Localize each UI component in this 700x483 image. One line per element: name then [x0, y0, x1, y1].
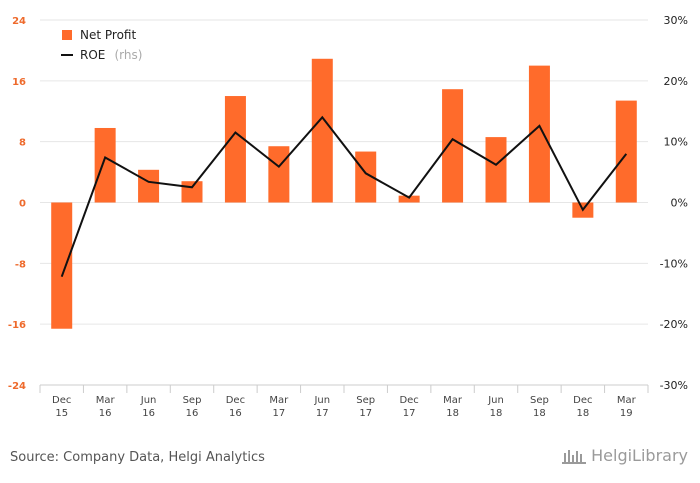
left-tick-label: -8 [15, 259, 26, 270]
left-tick-label: 0 [19, 199, 26, 210]
net-profit-bar [51, 202, 73, 329]
helgi-library-logo: HelgiLibrary [561, 446, 688, 465]
net-profit-bar [398, 195, 420, 203]
left-tick-label: 8 [19, 138, 26, 149]
roe-line-series [60, 115, 628, 278]
roe-line [60, 115, 628, 278]
x-tick-label: Mar 17 [269, 395, 289, 419]
logo-text: HelgiLibrary [591, 446, 688, 465]
library-building-icon [562, 449, 587, 464]
x-tick-label: Sep 17 [356, 395, 375, 419]
right-tick-label: -10% [660, 257, 688, 270]
net-profit-bar [268, 146, 290, 203]
x-axis: Dec 15 Mar 16 Jun 16 Sep 16 Dec 16 Mar 17 Jun 17 Sep 17… [39, 384, 649, 419]
left-tick-label: -24 [8, 381, 26, 392]
legend: Net Profit ROE (rhs) [61, 28, 142, 63]
x-tick-label: Sep 18 [530, 395, 549, 419]
net-profit-bar [224, 96, 246, 203]
net-profit-bars [51, 58, 637, 329]
left-tick-label: -16 [8, 320, 26, 331]
x-tick-label: Mar 19 [617, 395, 637, 419]
net-profit-bar [94, 127, 116, 203]
x-tick-label: Dec 16 [226, 395, 245, 419]
source-note: Source: Company Data, Helgi Analytics [10, 450, 265, 465]
left-tick-label: 16 [12, 77, 26, 88]
left-tick-label: 24 [12, 16, 26, 27]
x-tick-label: Mar 16 [96, 395, 116, 419]
right-tick-label: -20% [660, 318, 688, 331]
net-profit-bar [181, 181, 203, 203]
x-tick-label: Sep 16 [183, 395, 202, 419]
net-profit-bar [528, 65, 550, 203]
x-tick-label: Jun 18 [487, 395, 504, 419]
right-tick-label: -30% [660, 379, 688, 392]
net-profit-bar [442, 89, 464, 203]
legend-label-net-profit: Net Profit [80, 28, 136, 42]
net-profit-bar [355, 151, 377, 203]
x-tick-label: Jun 17 [313, 395, 330, 419]
right-tick-label: 10% [664, 136, 688, 149]
legend-swatch-net-profit [62, 30, 72, 40]
legend-label-roe-suffix: (rhs) [114, 48, 142, 62]
grid-lines [40, 19, 648, 386]
chart: 24 16 8 0 -8 -16 -24 30% 20% 10% 0% -10% -20% -30% D… [8, 14, 688, 419]
x-tick-label: Jun 16 [140, 395, 157, 419]
right-tick-label: 0% [671, 197, 688, 210]
right-tick-label: 20% [664, 75, 688, 88]
x-tick-label: Dec 18 [573, 395, 592, 419]
x-tick-label: Mar 18 [443, 395, 463, 419]
legend-label-roe: ROE (rhs) [80, 44, 142, 63]
left-axis: 24 16 8 0 -8 -16 -24 [8, 16, 26, 392]
net-profit-bar [615, 100, 637, 203]
net-profit-bar [311, 58, 333, 203]
right-axis: 30% 20% 10% 0% -10% -20% -30% [660, 14, 688, 392]
legend-label-roe-name: ROE [80, 48, 105, 62]
x-tick-label: Dec 15 [52, 395, 71, 419]
net-profit-bar [485, 137, 507, 203]
right-tick-label: 30% [664, 14, 688, 27]
x-tick-label: Dec 17 [399, 395, 418, 419]
net-profit-bar [138, 169, 160, 203]
